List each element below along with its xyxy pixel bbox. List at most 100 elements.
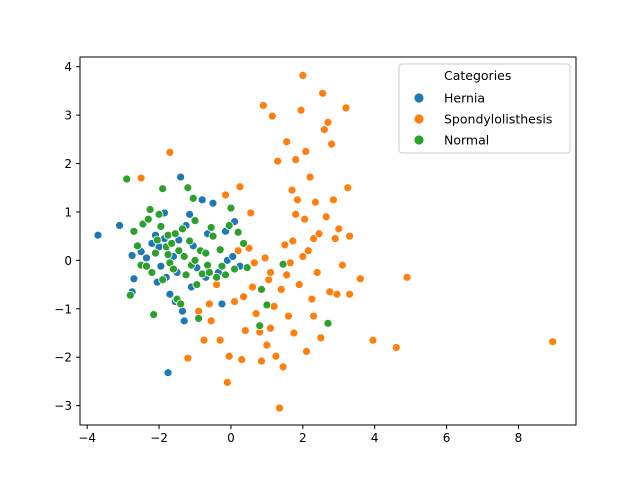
x-axis: −4 −2 0 2 4 6 8 [78,425,522,445]
point-spondylolisthesis-63 [328,195,338,205]
x-tick-label: 8 [515,431,523,445]
point-hernia-0 [93,230,103,240]
point-normal-57 [190,255,200,265]
point-spondylolisthesis-55 [314,229,324,239]
point-spondylolisthesis-1 [165,147,175,157]
point-spondylolisthesis-74 [391,343,401,352]
point-spondylolisthesis-61 [325,287,335,297]
point-hernia-27 [197,195,207,205]
x-tick-label: 6 [443,431,451,445]
point-spondylolisthesis-25 [264,275,274,285]
point-spondylolisthesis-49 [303,246,313,256]
point-spondylolisthesis-53 [311,197,320,207]
point-normal-24 [176,299,186,309]
point-spondylolisthesis-38 [287,185,297,195]
point-normal-2 [129,226,139,236]
point-hernia-6 [142,253,151,263]
point-spondylolisthesis-33 [278,362,288,372]
point-normal-8 [147,268,157,277]
point-spondylolisthesis-70 [345,231,354,241]
point-spondylolisthesis-15 [240,326,250,335]
legend-label-spondylolisthesis: Spondylolisthesis [444,112,552,127]
point-normal-11 [152,235,162,245]
point-spondylolisthesis-59 [321,212,331,222]
legend-label-normal: Normal [444,133,489,148]
point-spondylolisthesis-43 [294,280,304,289]
point-spondylolisthesis-32 [276,285,286,294]
point-spondylolisthesis-47 [301,147,311,156]
point-spondylolisthesis-39 [288,236,298,246]
point-spondylolisthesis-57 [318,88,328,98]
point-spondylolisthesis-68 [341,103,351,113]
point-hernia-14 [165,289,175,299]
point-spondylolisthesis-0 [136,173,146,183]
point-hernia-15 [163,368,173,378]
point-spondylolisthesis-34 [280,240,290,250]
point-spondylolisthesis-67 [337,260,347,270]
point-normal-15 [158,184,168,194]
x-tick-label: 4 [371,431,379,445]
point-hernia-19 [176,172,186,182]
point-spondylolisthesis-48 [302,346,311,356]
point-spondylolisthesis-69 [343,183,353,193]
y-tick-label: 2 [64,157,72,171]
point-spondylolisthesis-18 [248,282,257,292]
point-spondylolisthesis-12 [233,246,243,256]
point-spondylolisthesis-58 [320,125,329,135]
point-spondylolisthesis-37 [285,258,295,268]
point-normal-38 [203,260,212,270]
point-normal-49 [239,239,248,248]
x-tick-label: −4 [78,431,96,445]
point-normal-55 [323,318,333,328]
point-normal-25 [178,224,187,234]
point-spondylolisthesis-72 [355,274,365,284]
point-spondylolisthesis-36 [284,311,293,321]
point-normal-33 [192,280,202,289]
point-spondylolisthesis-10 [224,351,234,361]
point-hernia-2 [127,251,137,260]
point-normal-12 [154,209,164,219]
point-spondylolisthesis-64 [330,234,340,243]
point-spondylolisthesis-6 [212,280,221,289]
point-spondylolisthesis-5 [206,316,216,326]
point-hernia-3 [129,274,139,284]
point-spondylolisthesis-24 [262,340,272,350]
point-normal-46 [226,203,236,213]
point-normal-7 [145,205,155,214]
plot-marks [93,71,558,413]
point-normal-19 [167,239,177,248]
point-hernia-23 [185,209,195,219]
legend-box [398,63,571,154]
point-normal-9 [149,310,159,320]
point-spondylolisthesis-82 [239,292,248,302]
point-spondylolisthesis-23 [260,253,270,263]
point-spondylolisthesis-65 [332,289,342,299]
point-spondylolisthesis-7 [215,335,225,345]
x-tick-label: −2 [150,431,168,445]
point-spondylolisthesis-40 [289,328,299,338]
point-normal-40 [208,231,218,241]
point-normal-47 [230,264,239,274]
x-tick-label: 0 [227,431,235,445]
point-normal-37 [201,248,211,258]
point-normal-42 [215,245,225,255]
point-spondylolisthesis-41 [291,155,301,165]
point-normal-39 [206,223,216,232]
point-spondylolisthesis-62 [327,139,336,149]
point-spondylolisthesis-27 [267,111,277,121]
point-normal-56 [142,261,151,271]
point-normal-41 [212,272,221,282]
point-hernia-31 [217,299,227,309]
point-spondylolisthesis-73 [368,335,378,345]
point-spondylolisthesis-22 [258,101,268,110]
y-axis: −3 −2 −1 0 1 2 3 4 [54,60,80,413]
point-hernia-34 [228,252,238,261]
point-spondylolisthesis-56 [316,333,326,343]
point-normal-29 [185,236,195,246]
point-normal-17 [163,230,173,240]
point-spondylolisthesis-75 [402,272,412,282]
y-tick-label: −2 [54,351,72,365]
point-normal-1 [125,290,135,300]
point-normal-13 [156,222,166,231]
point-spondylolisthesis-2 [183,353,193,363]
